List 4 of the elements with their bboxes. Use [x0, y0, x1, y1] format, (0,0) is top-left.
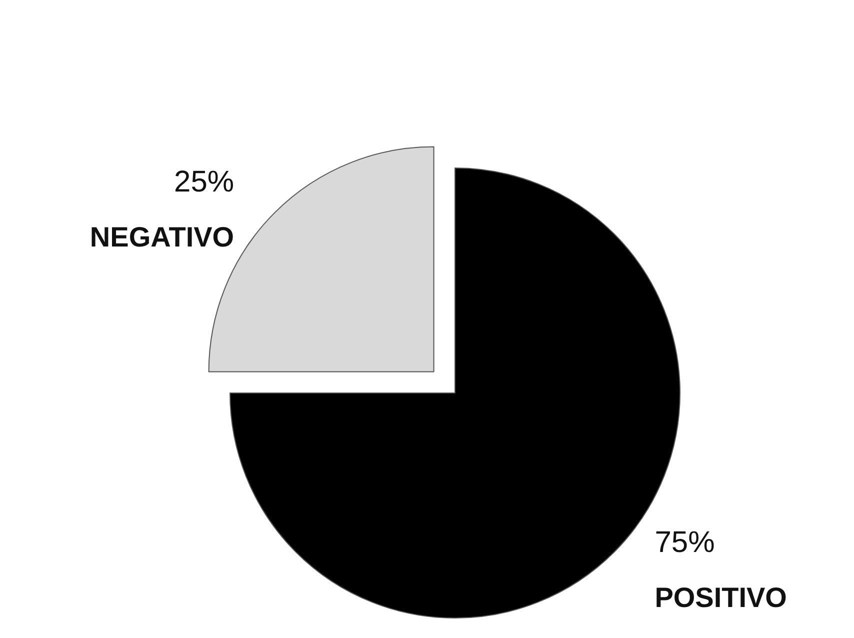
- data-label: 25%: [174, 166, 234, 199]
- data-label: 75%: [654, 526, 715, 560]
- slice-label: POSITIVO: [654, 582, 787, 614]
- slice-label: NEGATIVO: [90, 222, 234, 253]
